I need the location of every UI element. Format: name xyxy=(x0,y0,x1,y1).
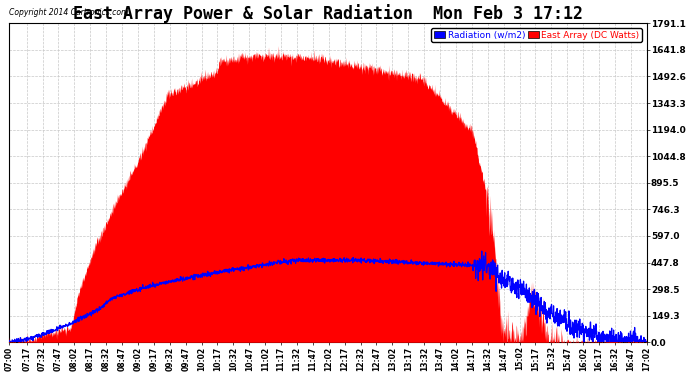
Legend: Radiation (w/m2), East Array (DC Watts): Radiation (w/m2), East Array (DC Watts) xyxy=(431,28,642,42)
Text: Copyright 2014 Cartronics.com: Copyright 2014 Cartronics.com xyxy=(9,8,128,17)
Title: East Array Power & Solar Radiation  Mon Feb 3 17:12: East Array Power & Solar Radiation Mon F… xyxy=(72,4,583,23)
